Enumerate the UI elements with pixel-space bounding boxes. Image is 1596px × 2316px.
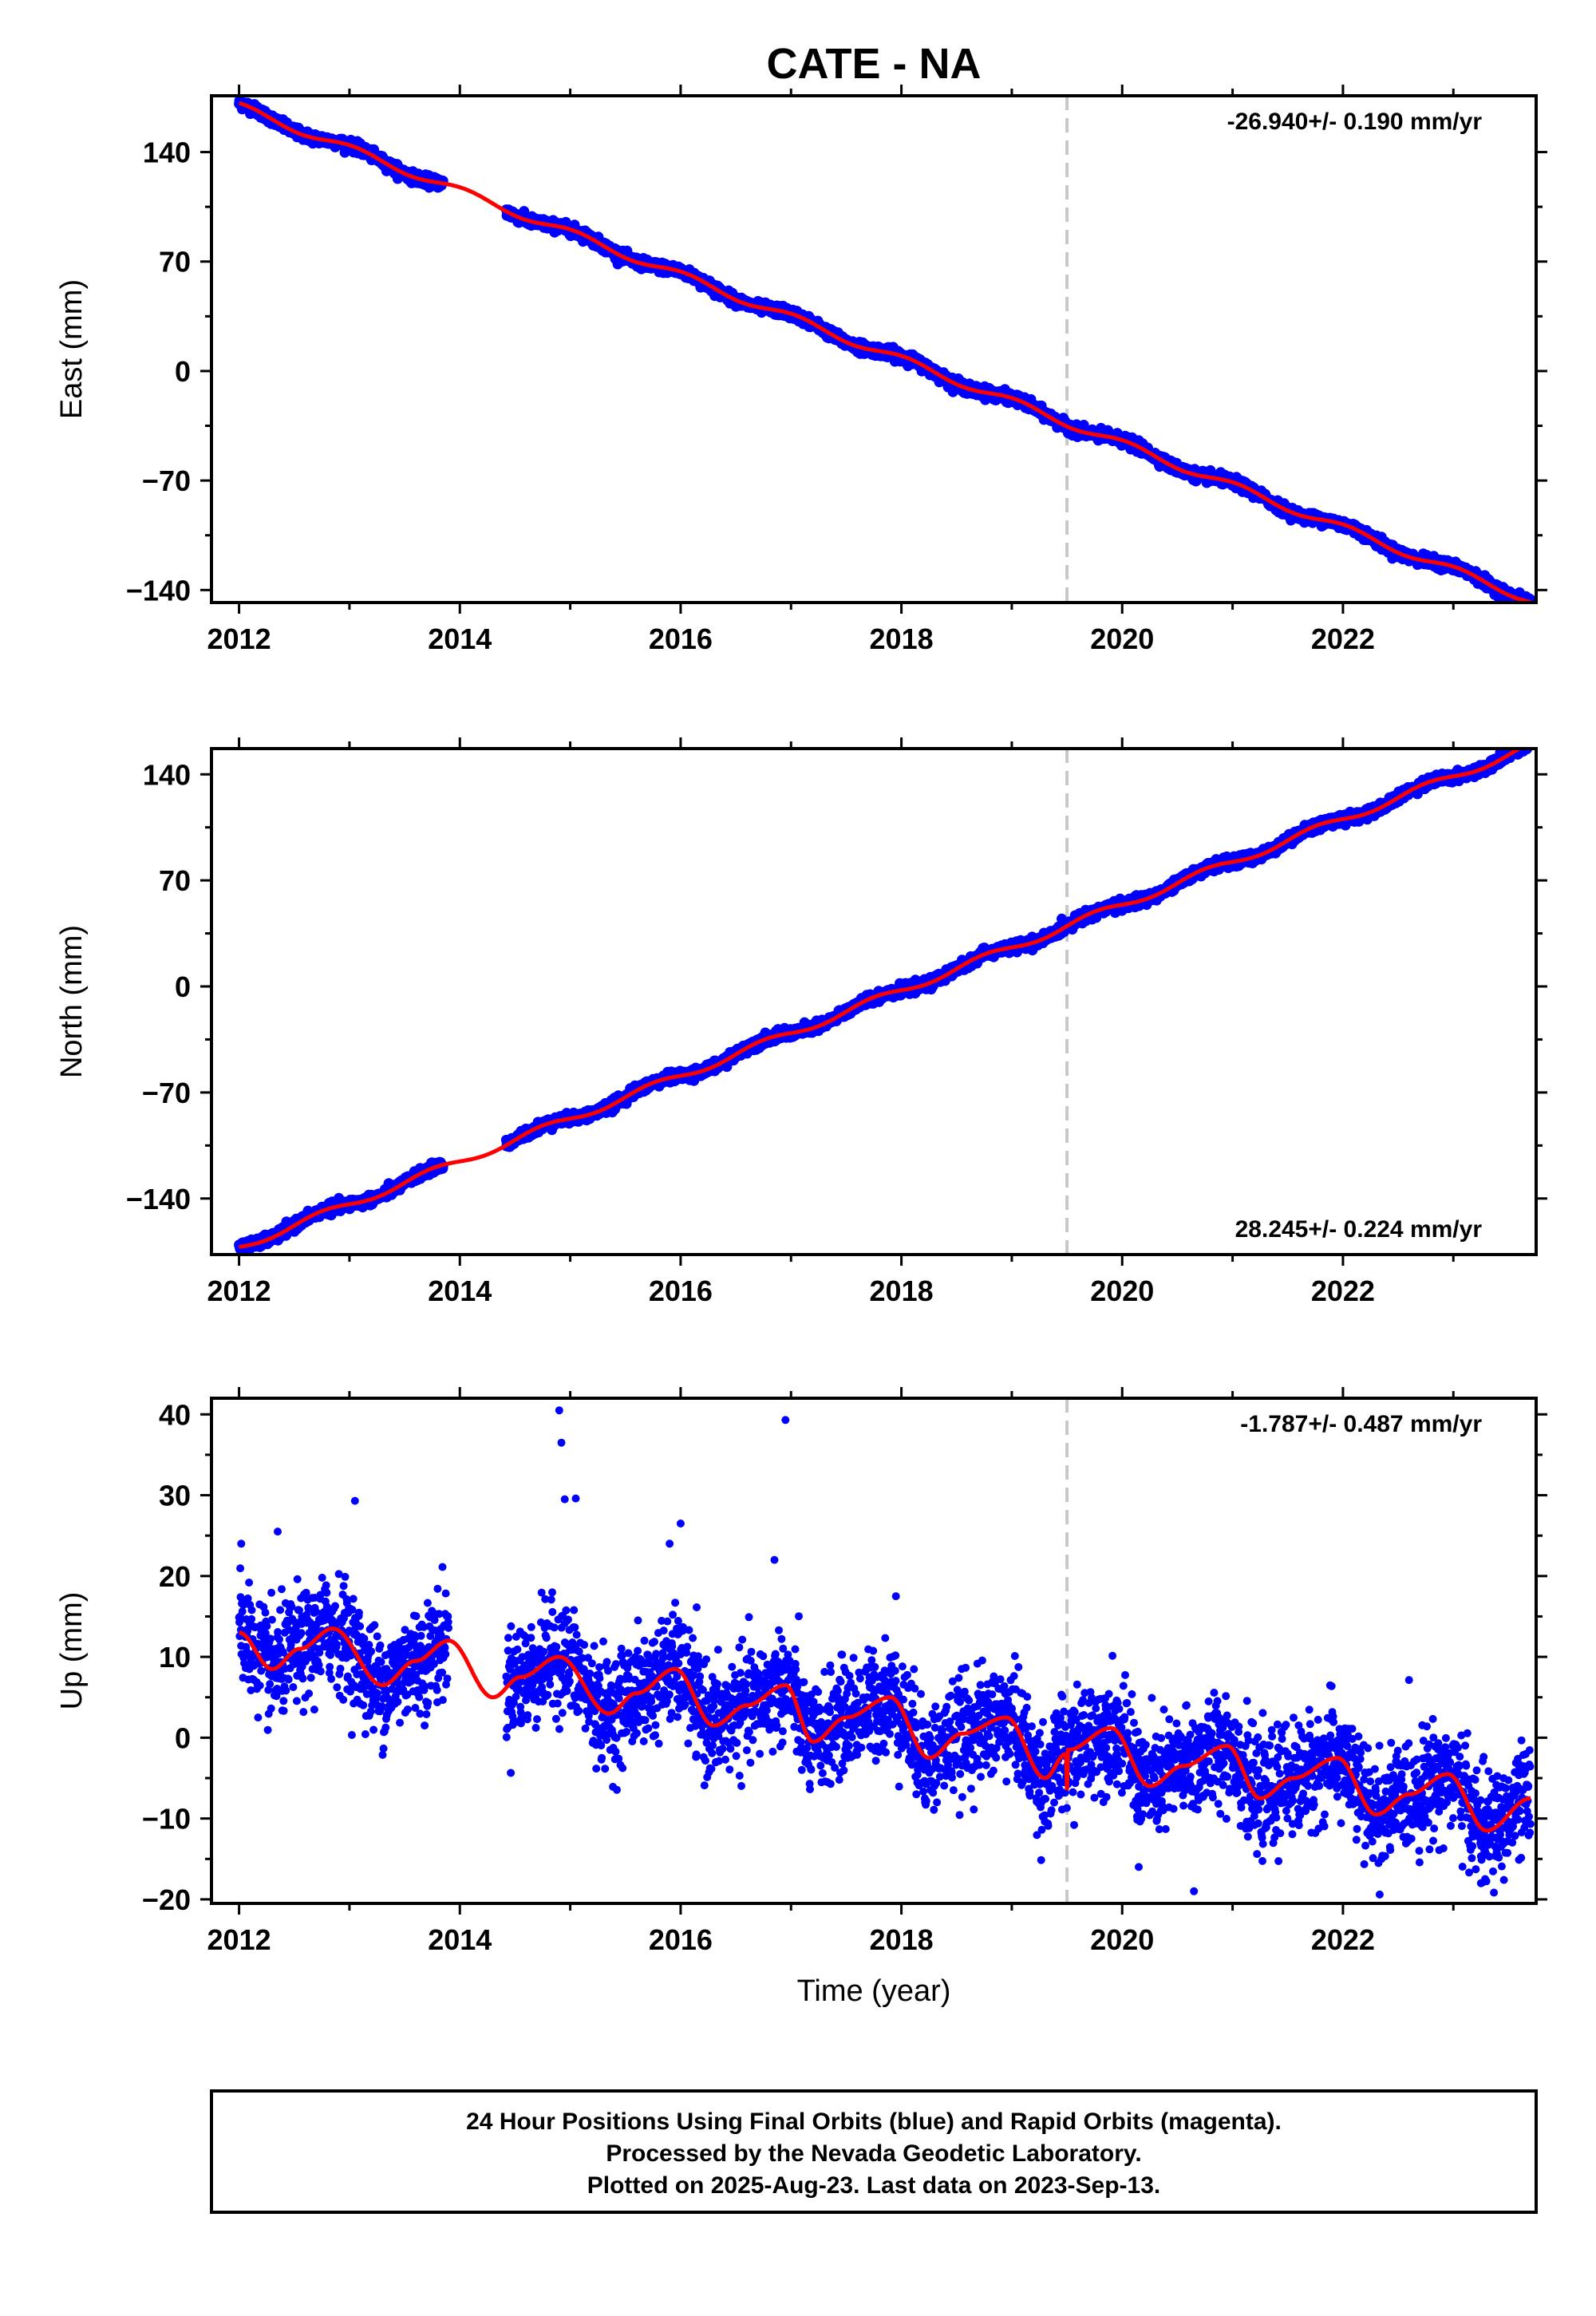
x-tick-label: 2014 (428, 622, 492, 655)
y-tick-label: −140 (126, 574, 191, 607)
panel-east: 2012 2014 2016 2018 2020 2022 −140 −70 0 70 140 Eas… (55, 85, 1547, 655)
y-tick-label: 140 (143, 136, 191, 169)
x-tick-label: 2012 (207, 622, 271, 655)
x-tick-label: 2020 (1090, 622, 1154, 655)
panels-group: 2012 2014 2016 2018 2020 2022 −140 −70 0 70 140 Eas… (55, 85, 1547, 2008)
y-tick-label: 70 (159, 246, 191, 279)
panel-north: 2012 2014 2016 2018 2020 2022−140−70070140Nor… (55, 737, 1547, 1307)
plot-frame (210, 94, 1538, 604)
y-tick-label: −70 (142, 464, 191, 497)
model-curve (238, 101, 1531, 603)
y-axis-label: East (mm) (55, 279, 89, 419)
rate-annotation: -26.940+/- 0.190 mm/yr (1227, 109, 1483, 135)
figure-title: CATE - NA (767, 40, 982, 88)
x-tick-label: 2016 (649, 622, 713, 655)
y-tick-label: 0 (175, 355, 191, 388)
x-tick-label: 2018 (870, 622, 934, 655)
x-tick-label: 2022 (1311, 622, 1375, 655)
